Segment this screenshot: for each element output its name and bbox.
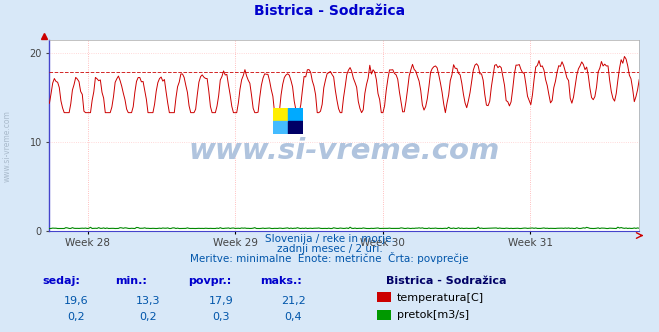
- Bar: [273, 108, 289, 121]
- Text: 0,4: 0,4: [285, 312, 302, 322]
- Text: Bistrica - Sodražica: Bistrica - Sodražica: [386, 276, 506, 286]
- Text: 13,3: 13,3: [136, 296, 161, 306]
- Text: temperatura[C]: temperatura[C]: [397, 293, 484, 303]
- Text: Slovenija / reke in morje.: Slovenija / reke in morje.: [264, 234, 395, 244]
- Text: www.si-vreme.com: www.si-vreme.com: [3, 110, 12, 182]
- Text: Meritve: minimalne  Enote: metrične  Črta: povprečje: Meritve: minimalne Enote: metrične Črta:…: [190, 252, 469, 264]
- Text: min.:: min.:: [115, 276, 147, 286]
- Text: 0,3: 0,3: [212, 312, 229, 322]
- Text: zadnji mesec / 2 uri.: zadnji mesec / 2 uri.: [277, 244, 382, 254]
- Text: 21,2: 21,2: [281, 296, 306, 306]
- Text: 19,6: 19,6: [63, 296, 88, 306]
- Text: www.si-vreme.com: www.si-vreme.com: [188, 136, 500, 165]
- Bar: [289, 108, 303, 121]
- Text: povpr.:: povpr.:: [188, 276, 231, 286]
- Text: sedaj:: sedaj:: [43, 276, 80, 286]
- Text: 0,2: 0,2: [67, 312, 84, 322]
- Text: 17,9: 17,9: [208, 296, 233, 306]
- Text: maks.:: maks.:: [260, 276, 302, 286]
- Bar: [273, 121, 289, 134]
- Bar: [289, 121, 303, 134]
- Text: pretok[m3/s]: pretok[m3/s]: [397, 310, 469, 320]
- Text: 0,2: 0,2: [140, 312, 157, 322]
- Text: Bistrica - Sodražica: Bistrica - Sodražica: [254, 4, 405, 18]
